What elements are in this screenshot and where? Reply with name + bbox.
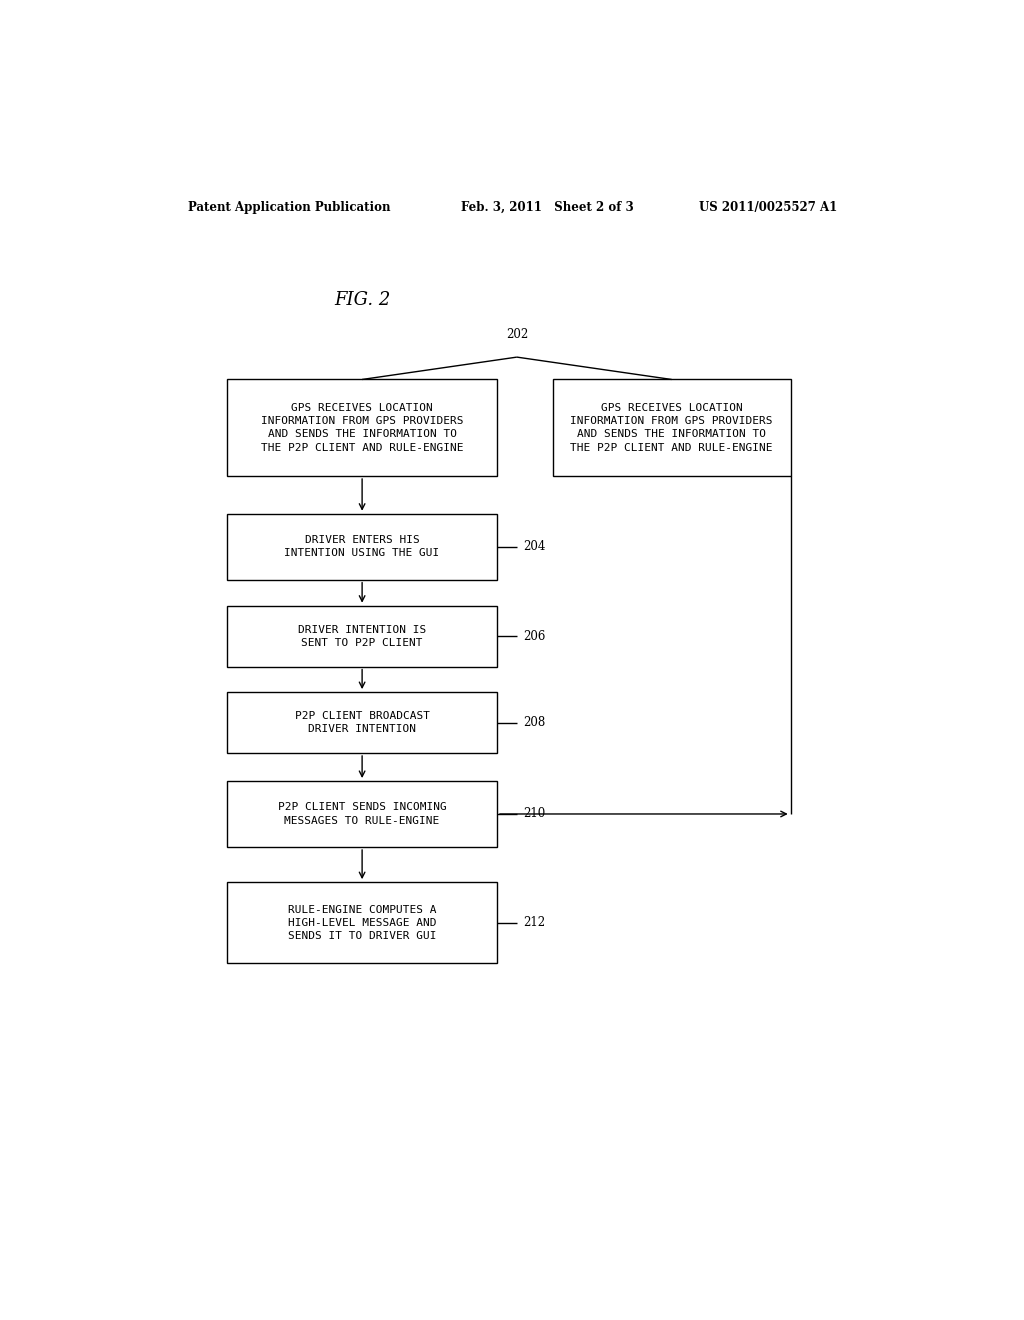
Text: US 2011/0025527 A1: US 2011/0025527 A1 <box>699 201 838 214</box>
Bar <box>227 379 497 477</box>
Bar <box>227 513 497 579</box>
Text: 204: 204 <box>523 540 546 553</box>
Bar <box>553 379 791 477</box>
Bar <box>227 692 497 752</box>
Bar <box>227 606 497 667</box>
Text: 208: 208 <box>523 715 546 729</box>
Text: GPS RECEIVES LOCATION
INFORMATION FROM GPS PROVIDERS
AND SENDS THE INFORMATION T: GPS RECEIVES LOCATION INFORMATION FROM G… <box>570 403 773 453</box>
Text: 202: 202 <box>506 327 528 341</box>
Text: Patent Application Publication: Patent Application Publication <box>187 201 390 214</box>
Text: Feb. 3, 2011   Sheet 2 of 3: Feb. 3, 2011 Sheet 2 of 3 <box>461 201 634 214</box>
Bar <box>227 882 497 964</box>
Text: P2P CLIENT BROADCAST
DRIVER INTENTION: P2P CLIENT BROADCAST DRIVER INTENTION <box>295 711 430 734</box>
Text: 212: 212 <box>523 916 546 929</box>
Text: 210: 210 <box>523 808 546 821</box>
Text: DRIVER INTENTION IS
SENT TO P2P CLIENT: DRIVER INTENTION IS SENT TO P2P CLIENT <box>298 624 426 648</box>
Text: P2P CLIENT SENDS INCOMING
MESSAGES TO RULE-ENGINE: P2P CLIENT SENDS INCOMING MESSAGES TO RU… <box>278 803 446 825</box>
Text: DRIVER ENTERS HIS
INTENTION USING THE GUI: DRIVER ENTERS HIS INTENTION USING THE GU… <box>285 535 439 558</box>
Text: GPS RECEIVES LOCATION
INFORMATION FROM GPS PROVIDERS
AND SENDS THE INFORMATION T: GPS RECEIVES LOCATION INFORMATION FROM G… <box>261 403 464 453</box>
Bar <box>227 781 497 847</box>
Text: 206: 206 <box>523 630 546 643</box>
Text: FIG. 2: FIG. 2 <box>334 290 391 309</box>
Text: RULE-ENGINE COMPUTES A
HIGH-LEVEL MESSAGE AND
SENDS IT TO DRIVER GUI: RULE-ENGINE COMPUTES A HIGH-LEVEL MESSAG… <box>288 904 436 941</box>
